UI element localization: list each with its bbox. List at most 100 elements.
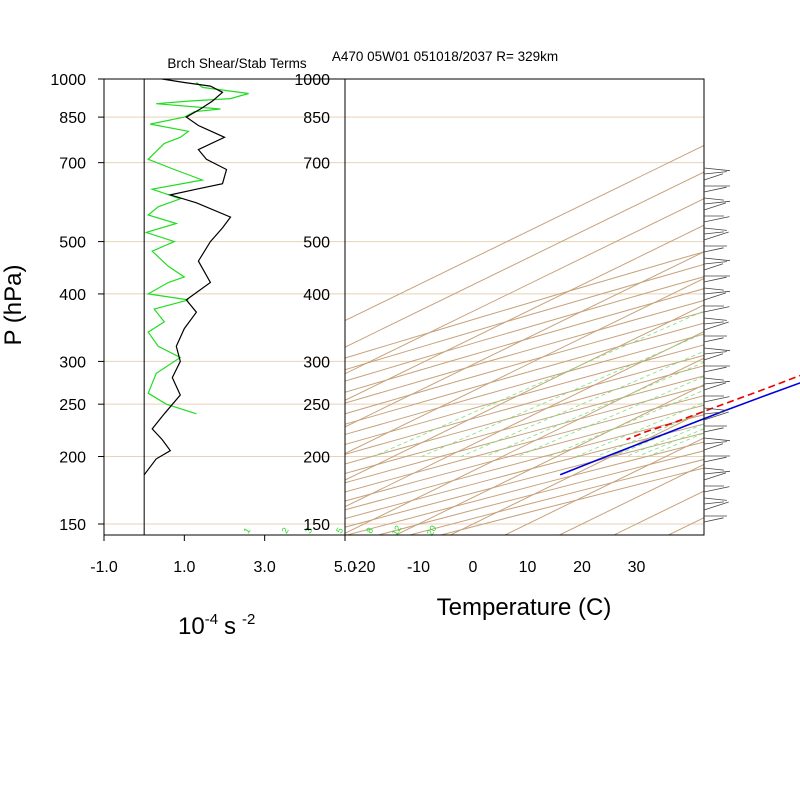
wind-barb: [703, 427, 724, 433]
mixing-ratio-line: [612, 417, 704, 457]
dry-adiabat-line: [345, 322, 704, 425]
wind-barb: [703, 263, 724, 271]
dry-adiabat-line: [345, 365, 704, 465]
wind-barb: [703, 276, 727, 283]
dry-adiabat-line: [345, 354, 704, 455]
skewt-ytick-label-150: 150: [303, 517, 330, 534]
y-axis-label: P (hPa): [0, 265, 27, 346]
mixing-ratio-line: [596, 410, 704, 457]
wind-barb: [703, 347, 730, 352]
mixing-ratio-line: [421, 332, 704, 457]
left-x-axis-base-exponent: -4: [205, 611, 218, 628]
skewt-panel: 121620242832123581220 150200250300400500…: [241, 68, 800, 621]
wind-barb: [703, 292, 727, 301]
skewt-xtick-label-0: 0: [469, 559, 478, 576]
wind-barb: [703, 380, 730, 385]
isotherm-line: [345, 224, 704, 401]
isotherm-line: [503, 437, 704, 535]
wind-barb: [703, 306, 730, 313]
left-x-axis-label: 10-4 s -2: [178, 611, 255, 640]
left-panel-title: Brch Shear/Stab Terms: [167, 56, 307, 71]
left-ytick-label-200: 200: [59, 450, 86, 467]
wind-barb: [703, 501, 729, 511]
left-xtick-label-1.0: 1.0: [173, 559, 195, 576]
isotherm-line: [638, 68, 800, 577]
wind-barb: [703, 216, 730, 223]
wind-barb: [703, 437, 730, 442]
wind-barb: [703, 501, 724, 505]
isotherm-line: [667, 517, 704, 535]
isotherm-line: [345, 171, 704, 348]
skewt-xtick-label-10: 10: [519, 559, 537, 576]
left-ytick-label-700: 700: [59, 156, 86, 173]
isotherm-line: [345, 251, 704, 428]
wind-barb: [703, 396, 730, 403]
left-ytick-label-150: 150: [59, 517, 86, 534]
temperature-profile-line: [559, 382, 800, 476]
dry-adiabat-line: [345, 288, 704, 393]
left-xtick-label-5.0: 5.0: [334, 559, 356, 576]
skewt-x-axis-label: Temperature (C): [437, 594, 612, 621]
dry-adiabat-line: [376, 450, 704, 535]
skewt-ytick-label-400: 400: [303, 287, 330, 304]
skewt-frame: [344, 78, 705, 536]
left-x-axis-unit: s: [224, 613, 236, 640]
mixing-ratio-bottom-label-20: 20: [425, 524, 439, 538]
left-ytick-label-250: 250: [59, 397, 86, 414]
isotherm-line: [345, 277, 704, 455]
dry-adiabat-line: [345, 299, 704, 404]
mixing-ratio-bottom-label-1: 1: [241, 526, 252, 535]
mixing-ratio-bottom-label-2: 2: [280, 526, 291, 535]
wind-barb: [703, 200, 730, 205]
wind-barb: [703, 171, 727, 175]
skewt-ytick-label-850: 850: [303, 110, 330, 127]
isotherm-line: [345, 357, 704, 534]
mixing-ratio-line: [373, 310, 704, 457]
wind-barb: [703, 366, 727, 373]
isotherm-line: [394, 384, 704, 535]
mixing-ratio-bottom-label-8: 8: [364, 526, 375, 535]
dry-adiabat-line: [345, 375, 704, 475]
left-ytick-label-1000: 1000: [50, 72, 86, 89]
wind-barb: [703, 321, 724, 325]
dry-adiabat-line: [345, 441, 704, 535]
skewt-x-tick-labels: -20 -10 0 10 20 30: [352, 559, 645, 576]
wind-barb: [703, 486, 730, 493]
skewt-ytick-label-700: 700: [303, 156, 330, 173]
wind-barb: [703, 247, 724, 253]
left-panel-frame: [103, 78, 346, 536]
wind-barb: [703, 472, 727, 481]
wind-barb: [703, 197, 724, 201]
left-ytick-label-300: 300: [59, 354, 86, 371]
wind-barb: [703, 167, 730, 172]
mixing-ratio-line: [576, 401, 704, 457]
isotherm-line: [345, 304, 704, 481]
isotherm-line: [693, 68, 800, 577]
wind-barb: [703, 321, 729, 331]
wind-barbs: [703, 167, 730, 523]
skewt-ytick-label-200: 200: [303, 450, 330, 467]
skewt-background-labels: 121620242832123581220: [241, 524, 439, 538]
isotherm-line: [449, 410, 704, 535]
wind-barb: [703, 456, 727, 463]
wind-barb: [703, 517, 724, 523]
isotherm-line: [345, 198, 704, 375]
skewt-ytick-label-500: 500: [303, 235, 330, 252]
dry-adiabat-line: [345, 344, 704, 446]
isotherm-line: [612, 490, 704, 535]
dry-adiabat-line: [345, 404, 704, 502]
isotherm-line: [345, 331, 704, 508]
wind-barb: [703, 257, 730, 262]
wind-barb: [703, 173, 724, 181]
dry-adiabat-line: [345, 311, 704, 415]
skewt-background-lines: [345, 68, 800, 577]
mixing-ratio-bottom-label-12: 12: [390, 524, 404, 538]
left-xtick-label--1.0: -1.0: [90, 559, 118, 576]
isotherm-line: [345, 144, 704, 322]
wind-barb: [703, 231, 724, 235]
mixing-ratio-line: [637, 428, 704, 457]
wind-barb: [703, 382, 727, 391]
mixing-ratio-line: [626, 423, 704, 457]
skewt-ytick-label-300: 300: [303, 354, 330, 371]
